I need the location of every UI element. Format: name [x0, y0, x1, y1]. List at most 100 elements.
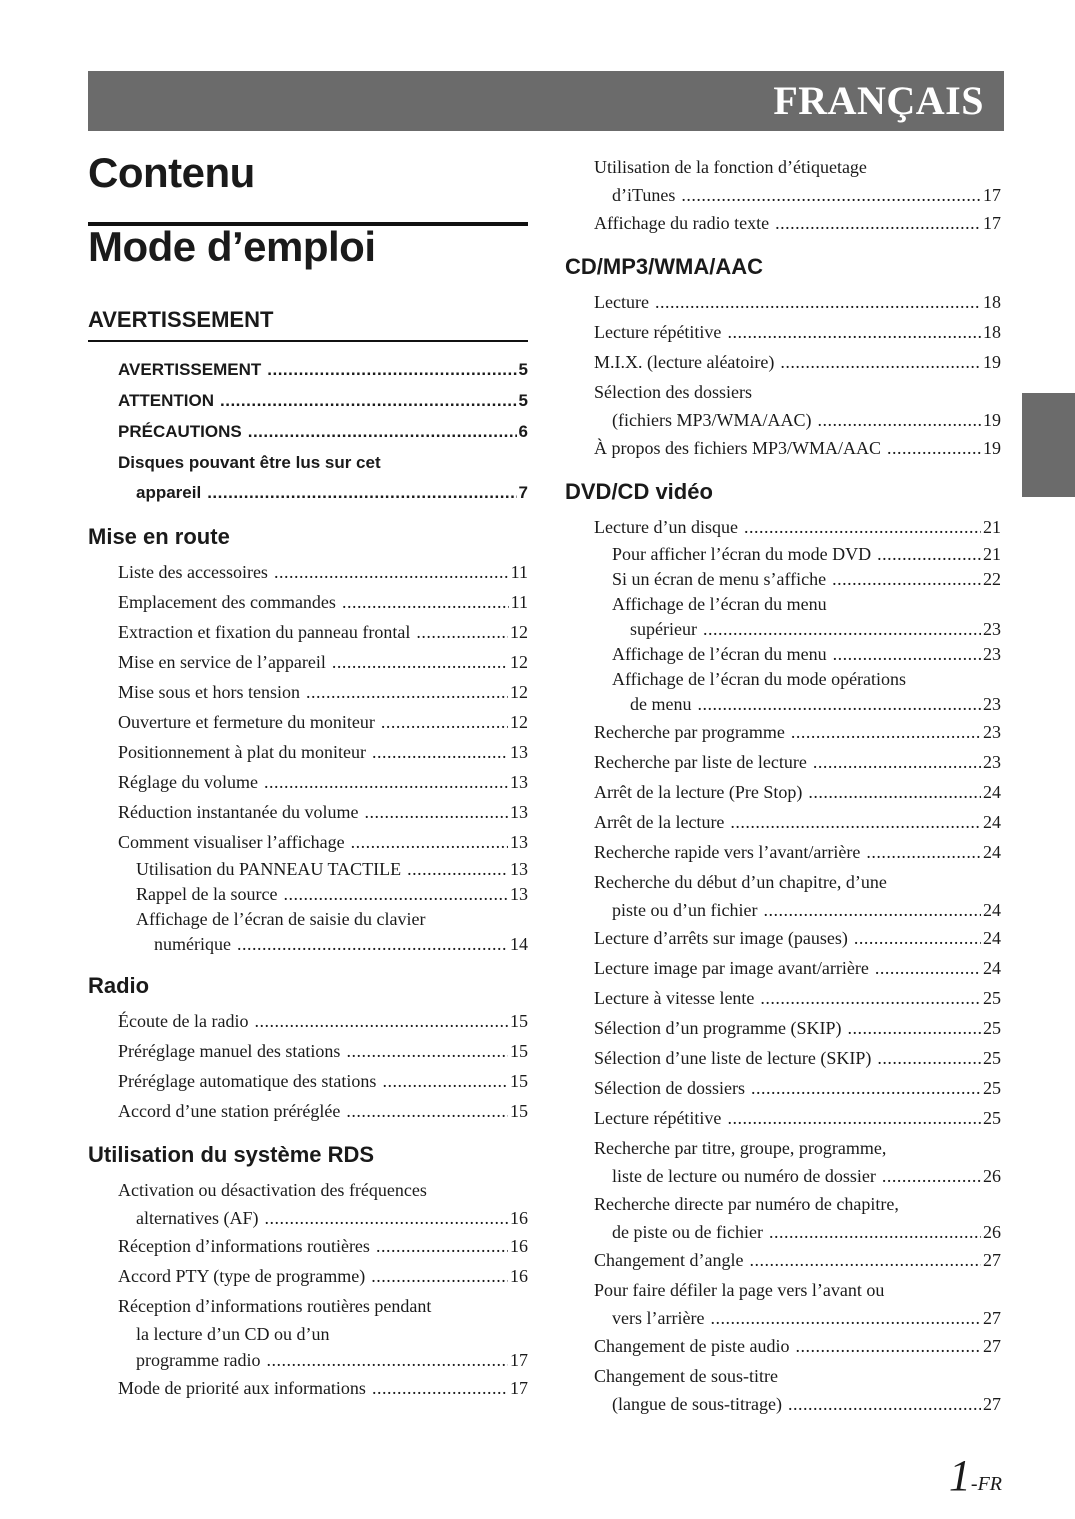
dot-leader [875, 953, 981, 983]
toc-entry[interactable]: Disques pouvant être lus sur cet appareil… [88, 447, 528, 508]
toc-entry[interactable]: Mise sous et hors tension 12 [88, 677, 528, 707]
toc-entry-text: Lecture à vitesse lente [594, 988, 755, 1008]
toc-entry[interactable]: Changement de sous-titre (langue de sous-… [565, 1361, 1001, 1417]
toc-entry-text: ATTENTION [118, 391, 215, 410]
toc-entry[interactable]: Pour afficher l’écran du mode DVD 21 [565, 542, 1001, 567]
toc-entry[interactable]: Recherche par liste de lecture 23 [565, 747, 1001, 777]
toc-entry[interactable]: Pour faire défiler la page vers l’avant … [565, 1275, 1001, 1331]
toc-entry-text: Si un écran de menu s’affiche [612, 569, 827, 589]
toc-entry[interactable]: Lecture répétitive 25 [565, 1103, 1001, 1133]
toc-entry-line: Si un écran de menu s’affiche 22 [565, 567, 1001, 592]
toc-entry[interactable]: Affichage de l’écran du menu supérieur 23 [565, 592, 1001, 642]
toc-entry[interactable]: ATTENTION 5 [88, 385, 528, 416]
toc-entry[interactable]: Écoute de la radio 15 [88, 1006, 528, 1036]
dot-leader [703, 617, 981, 642]
toc-page-number: 18 [983, 292, 1001, 312]
toc-entry[interactable]: Mise en service de l’appareil 12 [88, 647, 528, 677]
toc-entry[interactable]: Réglage du volume 13 [88, 767, 528, 797]
dot-leader [381, 707, 508, 737]
toc-entry[interactable]: Utilisation de la fonction d’étiquetage d… [565, 152, 1001, 208]
dot-leader [346, 1096, 508, 1126]
toc-entry-line: Pour afficher l’écran du mode DVD 21 [565, 542, 1001, 567]
section-heading: DVD/CD vidéo [565, 479, 713, 504]
toc-entry[interactable]: Changement de piste audio 27 [565, 1331, 1001, 1361]
toc-entry[interactable]: Sélection des dossiers (fichiers MP3/WMA/… [565, 377, 1001, 433]
toc-page-number: 19 [983, 438, 1001, 458]
toc-entry[interactable]: Affichage de l’écran de saisie du clavie… [88, 907, 528, 957]
toc-entry-text: Réduction instantanée du volume [118, 802, 359, 822]
toc-entry[interactable]: Lecture à vitesse lente 25 [565, 983, 1001, 1013]
toc-entry[interactable]: Sélection de dossiers 25 [565, 1073, 1001, 1103]
toc-entry-line: Liste des accessoires 11 [88, 557, 528, 587]
toc-page-number: 12 [510, 622, 528, 642]
toc-entry[interactable]: Liste des accessoires 11 [88, 557, 528, 587]
toc-entry-line: Réglage du volume 13 [88, 767, 528, 797]
toc-entry[interactable]: Accord d’une station préréglée 15 [88, 1096, 528, 1126]
toc-entry[interactable]: Recherche directe par numéro de chapitre… [565, 1189, 1001, 1245]
toc-entry[interactable]: Recherche rapide vers l’avant/arrière 24 [565, 837, 1001, 867]
toc-entry-text: Sélection des dossiers [594, 382, 752, 402]
toc-entry[interactable]: Accord PTY (type de programme) 16 [88, 1261, 528, 1291]
toc-page-number: 13 [510, 832, 528, 852]
toc-entry-line: Lecture répétitive 18 [565, 317, 1001, 347]
toc-entry[interactable]: Activation ou désactivation des fréquenc… [88, 1175, 528, 1231]
toc-entry[interactable]: Recherche du début d’un chapitre, d’une p… [565, 867, 1001, 923]
toc-entry[interactable]: Comment visualiser l’affichage 13 [88, 827, 528, 857]
toc-entry-line: liste de lecture ou numéro de dossier 26 [565, 1163, 1001, 1189]
section-heading: AVERTISSEMENT [88, 307, 274, 332]
toc-entry-text: Écoute de la radio [118, 1011, 249, 1031]
toc-entry[interactable]: Préréglage manuel des stations 15 [88, 1036, 528, 1066]
toc-entry[interactable]: Réduction instantanée du volume 13 [88, 797, 528, 827]
toc-entry-text: de piste ou de fichier [612, 1222, 763, 1242]
toc-entry[interactable]: Recherche par titre, groupe, programme, l… [565, 1133, 1001, 1189]
toc-entry-line: Pour faire défiler la page vers l’avant … [565, 1275, 1001, 1305]
toc-entry[interactable]: Préréglage automatique des stations 15 [88, 1066, 528, 1096]
toc-entry[interactable]: Arrêt de la lecture 24 [565, 807, 1001, 837]
toc-entry[interactable]: Lecture d’arrêts sur image (pauses) 24 [565, 923, 1001, 953]
toc-entry-text: Lecture répétitive [594, 1108, 722, 1128]
toc-entry-text: M.I.X. (lecture aléatoire) [594, 352, 775, 372]
toc-entry[interactable]: Si un écran de menu s’affiche 22 [565, 567, 1001, 592]
toc-entry-line: M.I.X. (lecture aléatoire) 19 [565, 347, 1001, 377]
toc-entry[interactable]: Rappel de la source 13 [88, 882, 528, 907]
toc-entry[interactable]: M.I.X. (lecture aléatoire) 19 [565, 347, 1001, 377]
toc-entry[interactable]: Sélection d’une liste de lecture (SKIP) 2… [565, 1043, 1001, 1073]
toc-entry[interactable]: Lecture image par image avant/arrière 24 [565, 953, 1001, 983]
toc-entry-line: Préréglage manuel des stations 15 [88, 1036, 528, 1066]
toc-entry[interactable]: Réception d’informations routières 16 [88, 1231, 528, 1261]
dot-leader [877, 1043, 981, 1073]
toc-entry[interactable]: Lecture d’un disque 21 [565, 512, 1001, 542]
toc-entry-line: programme radio 17 [88, 1347, 528, 1373]
toc-entry[interactable]: Affichage du radio texte 17 [565, 208, 1001, 238]
toc-page-number: 19 [983, 410, 1001, 430]
toc-entry[interactable]: PRÉCAUTIONS 6 [88, 416, 528, 447]
toc-entry[interactable]: Emplacement des commandes 11 [88, 587, 528, 617]
toc-entry[interactable]: Ouverture et fermeture du moniteur 12 [88, 707, 528, 737]
toc-page-number: 25 [983, 1078, 1001, 1098]
toc-entry[interactable]: Utilisation du PANNEAU TACTILE 13 [88, 857, 528, 882]
toc-entry-line: Utilisation du PANNEAU TACTILE 13 [88, 857, 528, 882]
toc-entry-line: Mode de priorité aux informations 17 [88, 1373, 528, 1403]
toc-entry[interactable]: Réception d’informations routières penda… [88, 1291, 528, 1373]
toc-entry[interactable]: Arrêt de la lecture (Pre Stop) 24 [565, 777, 1001, 807]
dot-leader [407, 857, 508, 882]
toc-entry-line: de menu 23 [565, 692, 1001, 717]
toc-entry[interactable]: Positionnement à plat du moniteur 13 [88, 737, 528, 767]
toc-entry[interactable]: AVERTISSEMENT 5 [88, 354, 528, 385]
toc-entry[interactable]: Recherche par programme 23 [565, 717, 1001, 747]
toc-page-number: 24 [983, 782, 1001, 802]
toc-entry-text: Changement de sous-titre [594, 1366, 778, 1386]
toc-entry[interactable]: Affichage de l’écran du mode opérations d… [565, 667, 1001, 717]
toc-entry[interactable]: Mode de priorité aux informations 17 [88, 1373, 528, 1403]
toc-entry-text: Sélection d’une liste de lecture (SKIP) [594, 1048, 872, 1068]
toc-entry-line: Lecture image par image avant/arrière 24 [565, 953, 1001, 983]
toc-entry[interactable]: Extraction et fixation du panneau fronta… [88, 617, 528, 647]
page-subtitle: Mode d’emploi [88, 223, 376, 270]
toc-entry[interactable]: Lecture répétitive 18 [565, 317, 1001, 347]
toc-page-number: 18 [983, 322, 1001, 342]
toc-entry[interactable]: Changement d’angle 27 [565, 1245, 1001, 1275]
toc-entry[interactable]: Sélection d’un programme (SKIP) 25 [565, 1013, 1001, 1043]
toc-entry[interactable]: Affichage de l’écran du menu 23 [565, 642, 1001, 667]
toc-entry[interactable]: Lecture 18 [565, 287, 1001, 317]
toc-entry[interactable]: À propos des fichiers MP3/WMA/AAC 19 [565, 433, 1001, 463]
